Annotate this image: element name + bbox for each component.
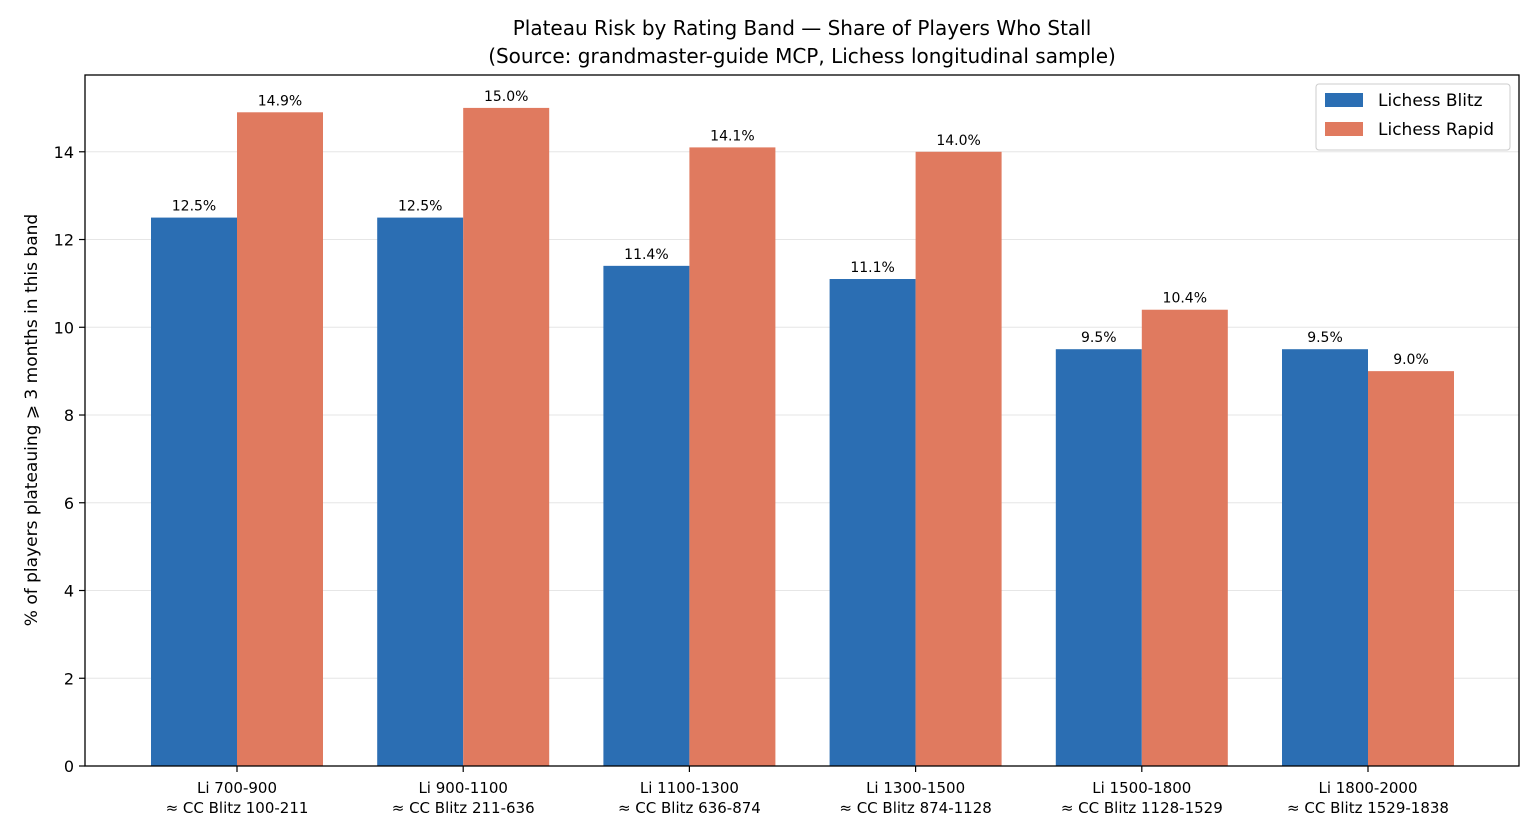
legend-swatch-blitz — [1325, 93, 1363, 107]
y-tick-label-6: 6 — [64, 494, 74, 513]
bar-blitz-1 — [377, 217, 464, 767]
grid-lines — [85, 151, 1519, 679]
data-label-blitz-2: 11.4% — [624, 247, 668, 263]
x-axis: Li 700-900 ≈ CC Blitz 100-211 Li 900-1100 ≈… — [166, 766, 1449, 817]
bar-rapid-2 — [689, 147, 776, 766]
x-tick-label-2-1: ≈ CC Blitz 636-874 — [618, 799, 761, 817]
legend-label-rapid: Lichess Rapid — [1378, 120, 1494, 140]
legend-swatch-rapid — [1325, 122, 1363, 136]
data-label-blitz-5: 9.5% — [1307, 330, 1343, 346]
y-tick-label-12: 12 — [54, 231, 74, 250]
chart-title: Plateau Risk by Rating Band — Share of P… — [513, 16, 1092, 40]
x-tick-label-5-0: Li 1800-2000 — [1318, 779, 1417, 797]
y-tick-label-0: 0 — [64, 757, 74, 776]
data-label-rapid-2: 14.1% — [710, 128, 754, 144]
bar-blitz-5 — [1282, 349, 1368, 766]
y-tick-label-4: 4 — [64, 582, 74, 601]
data-labels: 12.5% 14.9% 12.5% 15.0% 11.4% 14.1% 11.1% 14.0%… — [172, 89, 1429, 368]
x-tick-label-1-1: ≈ CC Blitz 211-636 — [392, 799, 535, 817]
x-tick-label-4-1: ≈ CC Blitz 1128-1529 — [1061, 799, 1223, 817]
data-label-rapid-5: 9.0% — [1393, 352, 1429, 368]
bars — [151, 107, 1454, 767]
y-tick-label-14: 14 — [54, 143, 74, 162]
bar-rapid-5 — [1368, 371, 1454, 766]
x-tick-label-0-1: ≈ CC Blitz 100-211 — [166, 799, 309, 817]
bar-blitz-2 — [603, 265, 690, 766]
data-label-rapid-4: 10.4% — [1163, 291, 1207, 307]
x-tick-label-3-1: ≈ CC Blitz 874-1128 — [839, 799, 991, 817]
data-label-rapid-1: 15.0% — [484, 89, 528, 105]
bar-rapid-3 — [915, 151, 1002, 766]
data-label-rapid-0: 14.9% — [258, 93, 302, 109]
y-tick-label-10: 10 — [54, 318, 74, 337]
legend-frame — [1315, 83, 1511, 151]
bar-blitz-3 — [829, 279, 916, 766]
x-tick-label-1-0: Li 900-1100 — [418, 779, 508, 797]
data-label-blitz-3: 11.1% — [850, 260, 894, 276]
data-label-blitz-0: 12.5% — [172, 199, 216, 215]
legend: Lichess Blitz Lichess Rapid — [1315, 83, 1511, 151]
x-tick-label-4-0: Li 1500-1800 — [1092, 779, 1191, 797]
data-label-rapid-3: 14.0% — [936, 133, 980, 149]
y-tick-label-2: 2 — [64, 669, 74, 688]
bar-blitz-4 — [1055, 349, 1142, 766]
y-axis-label: % of players plateauing ⩾ 3 months in th… — [22, 214, 42, 626]
y-tick-label-8: 8 — [64, 406, 74, 425]
x-tick-label-0-0: Li 700-900 — [197, 779, 277, 797]
data-label-blitz-1: 12.5% — [398, 199, 442, 215]
plot-frame — [84, 74, 1520, 767]
bar-blitz-0 — [151, 217, 237, 767]
chart-subtitle: (Source: grandmaster-guide MCP, Lichess … — [488, 44, 1116, 68]
x-tick-label-3-0: Li 1300-1500 — [866, 779, 965, 797]
bar-rapid-1 — [463, 107, 550, 766]
x-tick-label-5-1: ≈ CC Blitz 1529-1838 — [1287, 799, 1449, 817]
x-tick-label-2-0: Li 1100-1300 — [640, 779, 739, 797]
bar-rapid-0 — [237, 112, 323, 767]
bar-rapid-4 — [1141, 309, 1228, 766]
legend-label-blitz: Lichess Blitz — [1378, 91, 1483, 111]
y-axis: 0 2 4 6 8 10 12 14 — [54, 143, 85, 776]
data-label-blitz-4: 9.5% — [1081, 330, 1117, 346]
